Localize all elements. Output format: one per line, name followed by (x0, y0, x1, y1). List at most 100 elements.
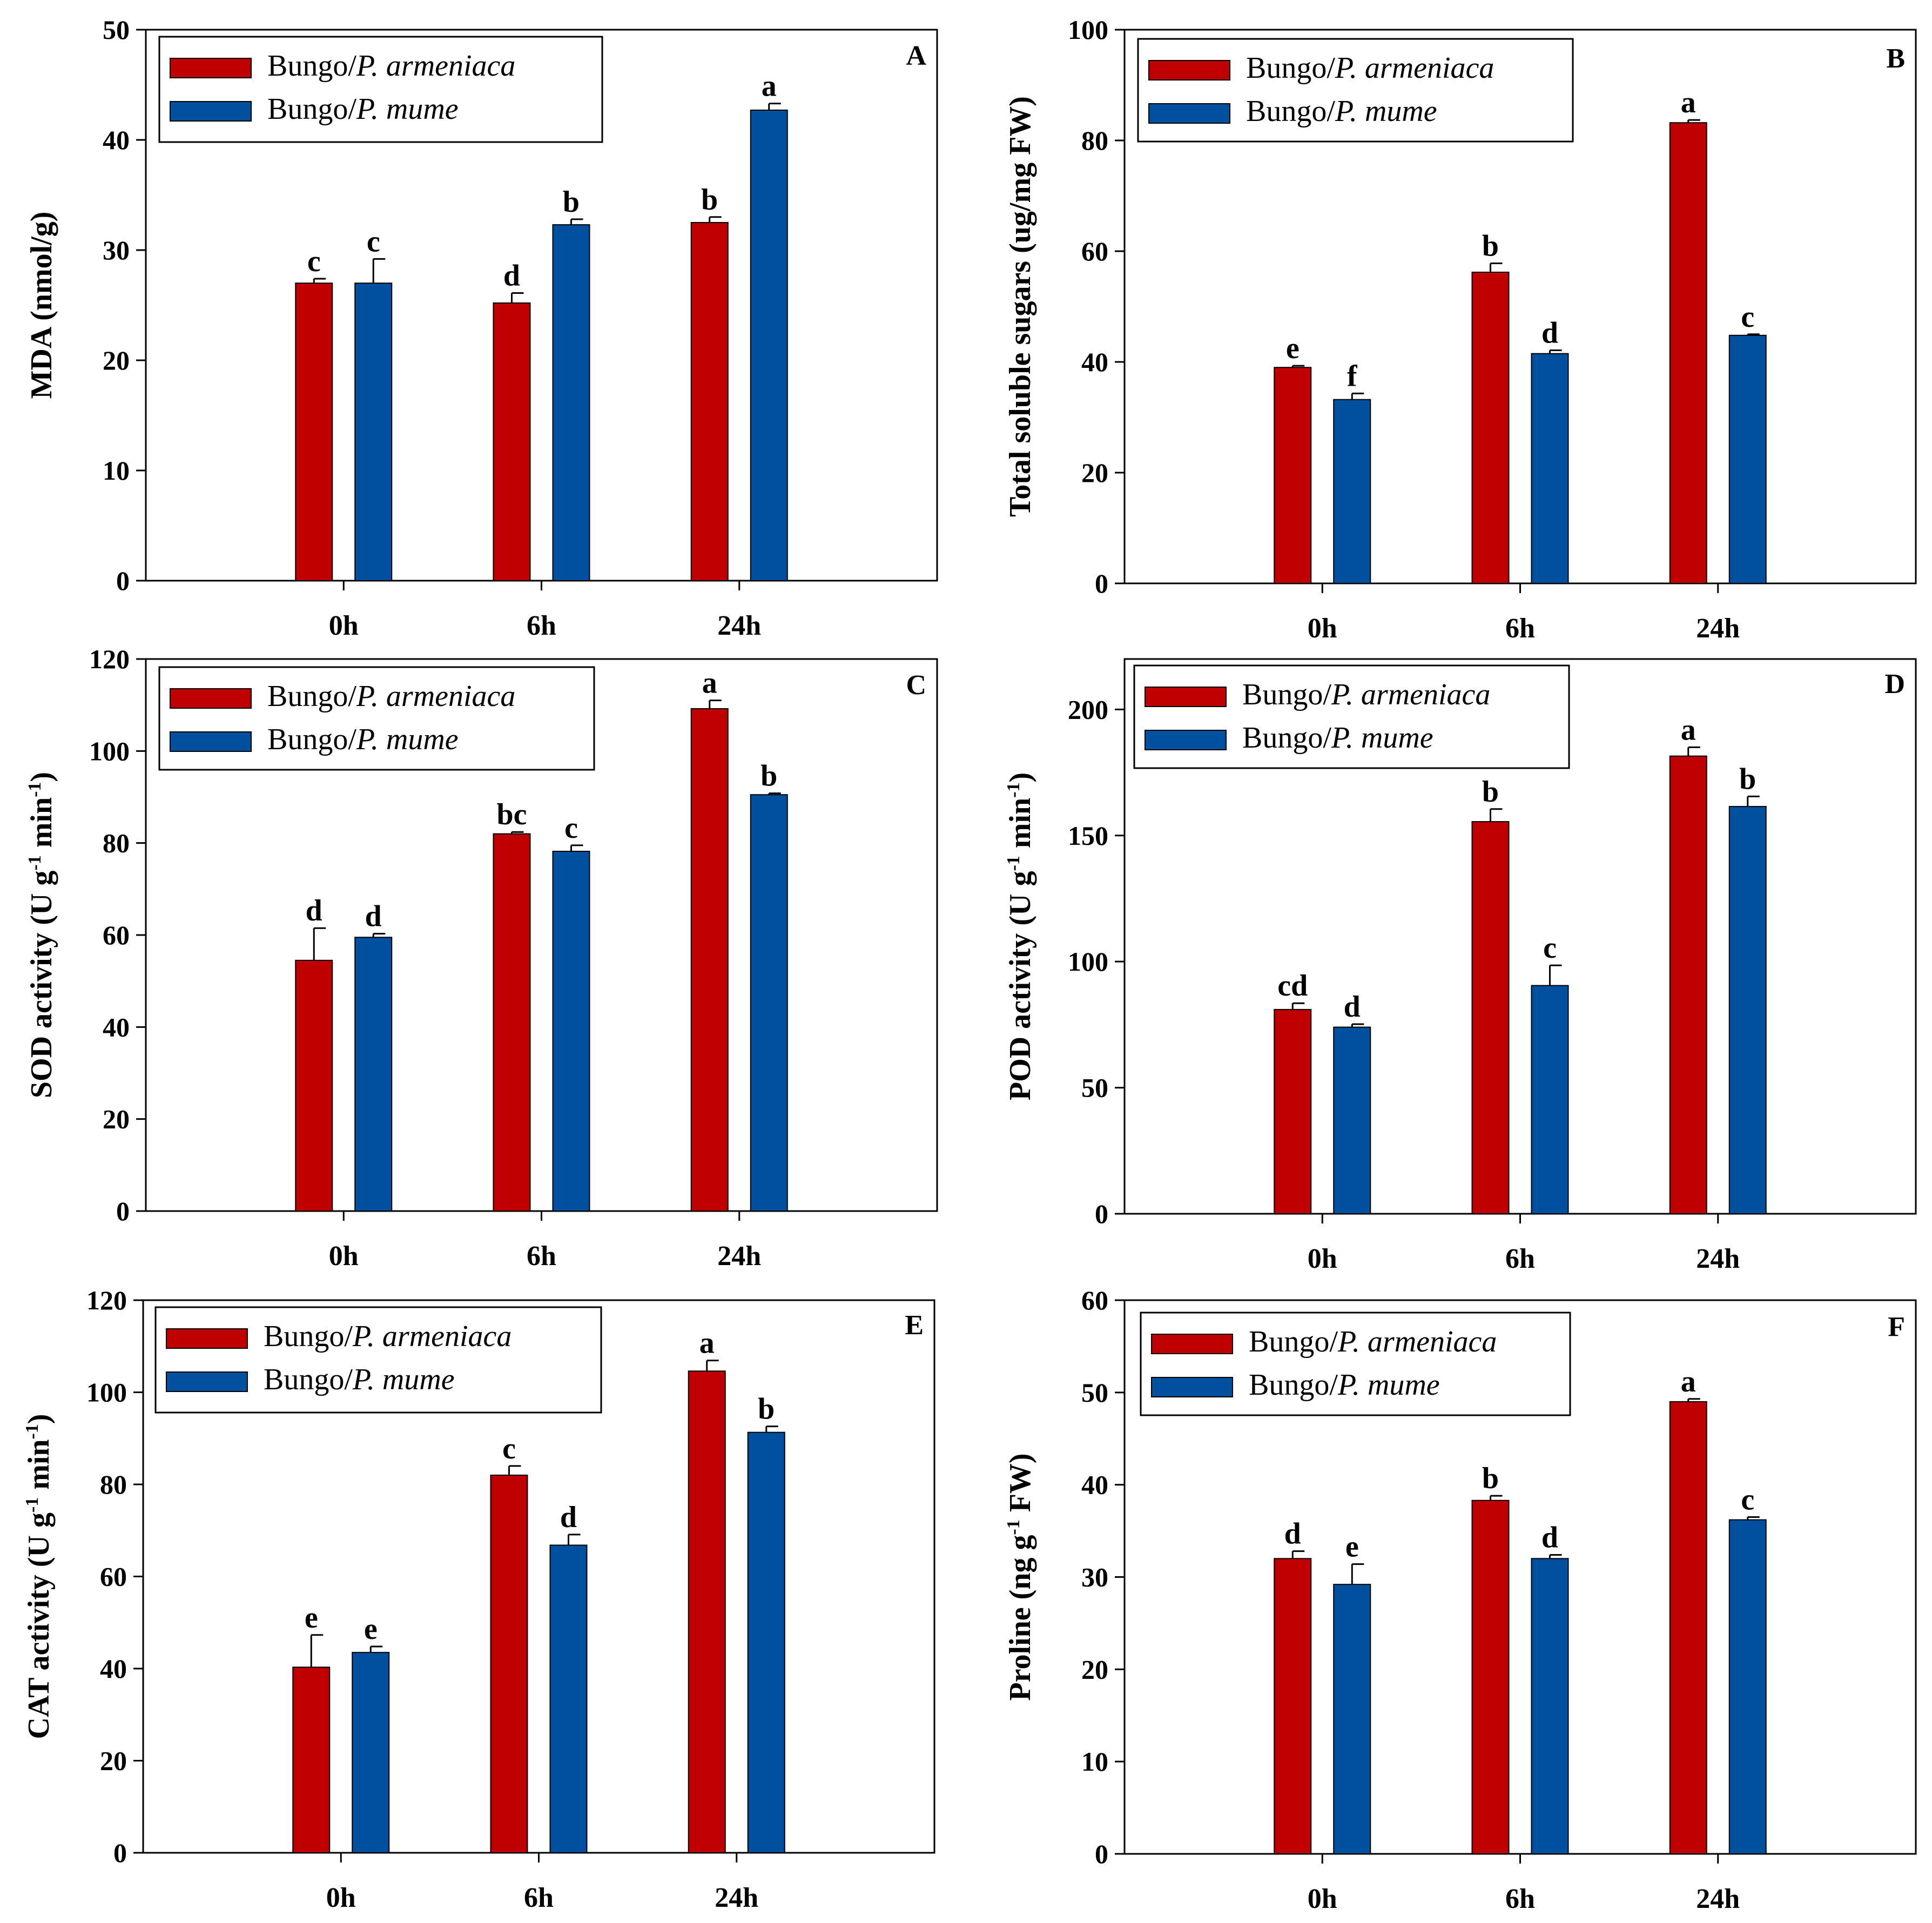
y-tick-label-F: 50 (1081, 1377, 1108, 1408)
sig-letter-B: d (1541, 316, 1558, 349)
legend-label-mume: Bungo/P. mume (267, 723, 459, 756)
legend-swatch-mume (1148, 103, 1230, 124)
y-tick-label-E: 20 (100, 1746, 127, 1776)
y-tick-label-E: 120 (86, 1285, 127, 1315)
x-tick-label-A-6h: 6h (527, 610, 556, 641)
chart-panel-F: 0 10 20 30 40 50 60 0h d e 6h b d 24h a c Proline (ng g-… (1004, 1285, 1917, 1914)
x-tick-label-C-6h: 6h (527, 1241, 556, 1272)
legend-label-armeniaca: Bungo/P. armeniaca (264, 1320, 511, 1353)
chart-panel-C: 0 20 40 60 80 100 120 0h d d 6h bc c 24h a b SOD activit… (25, 644, 938, 1272)
y-tick-label-B: 80 (1081, 125, 1108, 156)
legend-box-E (154, 1306, 602, 1414)
legend-swatch-armeniaca (170, 58, 252, 78)
x-tick-label-F-6h: 6h (1505, 1884, 1535, 1914)
legend-label-armeniaca: Bungo/P. armeniaca (267, 49, 515, 83)
sig-letter-F: b (1482, 1462, 1499, 1495)
y-axis-label-B: Total soluble sugars (ug/mg FW) (1004, 96, 1037, 517)
legend-label-armeniaca: Bungo/P. armeniaca (1246, 51, 1494, 85)
panel-letter-F: F (1888, 1312, 1905, 1342)
sig-letter-B: a (1681, 86, 1696, 119)
legend-label-armeniaca: Bungo/P. armeniaca (1249, 1325, 1497, 1359)
y-tick-label-F: 0 (1095, 1839, 1108, 1869)
panel-letter-C: C (906, 670, 926, 701)
legend-swatch-armeniaca (1151, 1334, 1233, 1354)
legend-swatch-mume (166, 1371, 248, 1392)
legend-A: Bungo/P. armeniaca Bungo/P. mume (158, 36, 603, 143)
legend-swatch-armeniaca (1145, 687, 1227, 707)
bar-C-6h-armeniaca (493, 833, 531, 1212)
legend-swatch-mume (170, 101, 252, 122)
y-tick-label-A: 50 (103, 15, 130, 45)
bar-F-24h-mume (1728, 1519, 1767, 1854)
sig-letter-C: c (564, 811, 578, 845)
bar-E-6h-armeniaca (490, 1474, 528, 1853)
y-tick-label-E: 0 (113, 1838, 127, 1868)
legend-label-mume: Bungo/P. mume (267, 92, 459, 126)
y-tick-label-F: 60 (1081, 1285, 1108, 1315)
bar-D-0h-armeniaca (1274, 1008, 1312, 1215)
x-tick-label-C-0h: 0h (329, 1241, 359, 1272)
y-tick-label-B: 20 (1081, 458, 1108, 488)
chart-panel-E: 0 20 40 60 80 100 120 0h e e 6h c d 24h a b CAT activity… (22, 1285, 935, 1913)
sig-letter-E: e (305, 1601, 318, 1635)
bar-B-6h-armeniaca (1471, 271, 1510, 584)
x-tick-label-C-24h: 24h (717, 1241, 761, 1272)
sig-letter-D: d (1344, 990, 1361, 1024)
sig-letter-B: c (1741, 300, 1754, 334)
y-tick-label-D: 150 (1068, 821, 1108, 851)
x-tick-label-B-0h: 0h (1308, 613, 1337, 644)
x-tick-label-D-6h: 6h (1505, 1243, 1535, 1274)
bar-D-24h-armeniaca (1669, 755, 1707, 1214)
bar-F-6h-mume (1531, 1558, 1569, 1854)
bar-C-6h-mume (552, 850, 590, 1212)
y-tick-label-F: 10 (1081, 1746, 1108, 1777)
bar-F-0h-armeniaca (1274, 1558, 1312, 1854)
sig-letter-E: d (560, 1501, 577, 1534)
legend-label-mume: Bungo/P. mume (264, 1363, 455, 1396)
panel-letter-A: A (906, 41, 926, 71)
legend-swatch-armeniaca (1148, 60, 1230, 80)
x-tick-label-A-0h: 0h (329, 610, 359, 641)
y-tick-label-F: 30 (1081, 1562, 1108, 1592)
legend-label-armeniaca: Bungo/P. armeniaca (267, 680, 515, 713)
legend-label-mume: Bungo/P. mume (1242, 721, 1433, 755)
y-tick-label-C: 40 (103, 1012, 130, 1042)
y-tick-label-F: 40 (1081, 1470, 1108, 1500)
x-tick-label-A-24h: 24h (717, 610, 761, 641)
sig-letter-F: d (1284, 1517, 1301, 1551)
sig-letter-D: c (1543, 931, 1557, 965)
legend-swatch-armeniaca (166, 1328, 248, 1349)
y-tick-label-D: 50 (1081, 1073, 1108, 1103)
bar-C-0h-armeniaca (295, 959, 333, 1212)
y-axis-label-C: SOD activity (U g-1 min-1) (25, 772, 58, 1098)
legend-box-D (1133, 664, 1570, 769)
x-tick-label-B-6h: 6h (1505, 613, 1535, 644)
y-tick-label-C: 20 (103, 1104, 130, 1134)
sig-letter-C: bc (497, 798, 527, 831)
y-tick-label-C: 100 (89, 736, 130, 766)
sig-letter-B: f (1347, 359, 1358, 393)
chart-panel-A: 0 10 20 30 40 50 0h c c 6h d b 24h b a MDA (nmol/g) A Bun… (25, 15, 938, 641)
bar-B-0h-armeniaca (1274, 367, 1312, 584)
legend-B: Bungo/P. armeniaca Bungo/P. mume (1137, 38, 1574, 143)
sig-letter-A: b (701, 183, 718, 217)
legend-D: Bungo/P. armeniaca Bungo/P. mume (1133, 664, 1570, 769)
sig-letter-F: c (1741, 1483, 1754, 1516)
y-tick-label-A: 40 (103, 125, 130, 155)
y-axis-label-E: CAT activity (U g-1 min-1) (22, 1414, 56, 1739)
legend-swatch-armeniaca (170, 688, 252, 709)
y-axis-label-A: MDA (nmol/g) (25, 212, 58, 399)
y-tick-label-D: 200 (1068, 694, 1108, 724)
bar-A-0h-mume (354, 283, 393, 581)
sig-letter-C: b (760, 759, 777, 793)
y-tick-label-D: 100 (1068, 946, 1108, 977)
sig-letter-A: c (367, 225, 380, 258)
sig-letter-B: b (1482, 230, 1499, 263)
y-axis-label-F: Proline (ng g-1 FW) (1004, 1453, 1037, 1700)
x-tick-label-D-24h: 24h (1696, 1243, 1740, 1274)
sig-letter-E: a (699, 1327, 715, 1360)
bar-D-6h-armeniaca (1471, 821, 1510, 1215)
bar-B-24h-mume (1728, 334, 1767, 584)
x-tick-label-E-24h: 24h (715, 1882, 758, 1913)
